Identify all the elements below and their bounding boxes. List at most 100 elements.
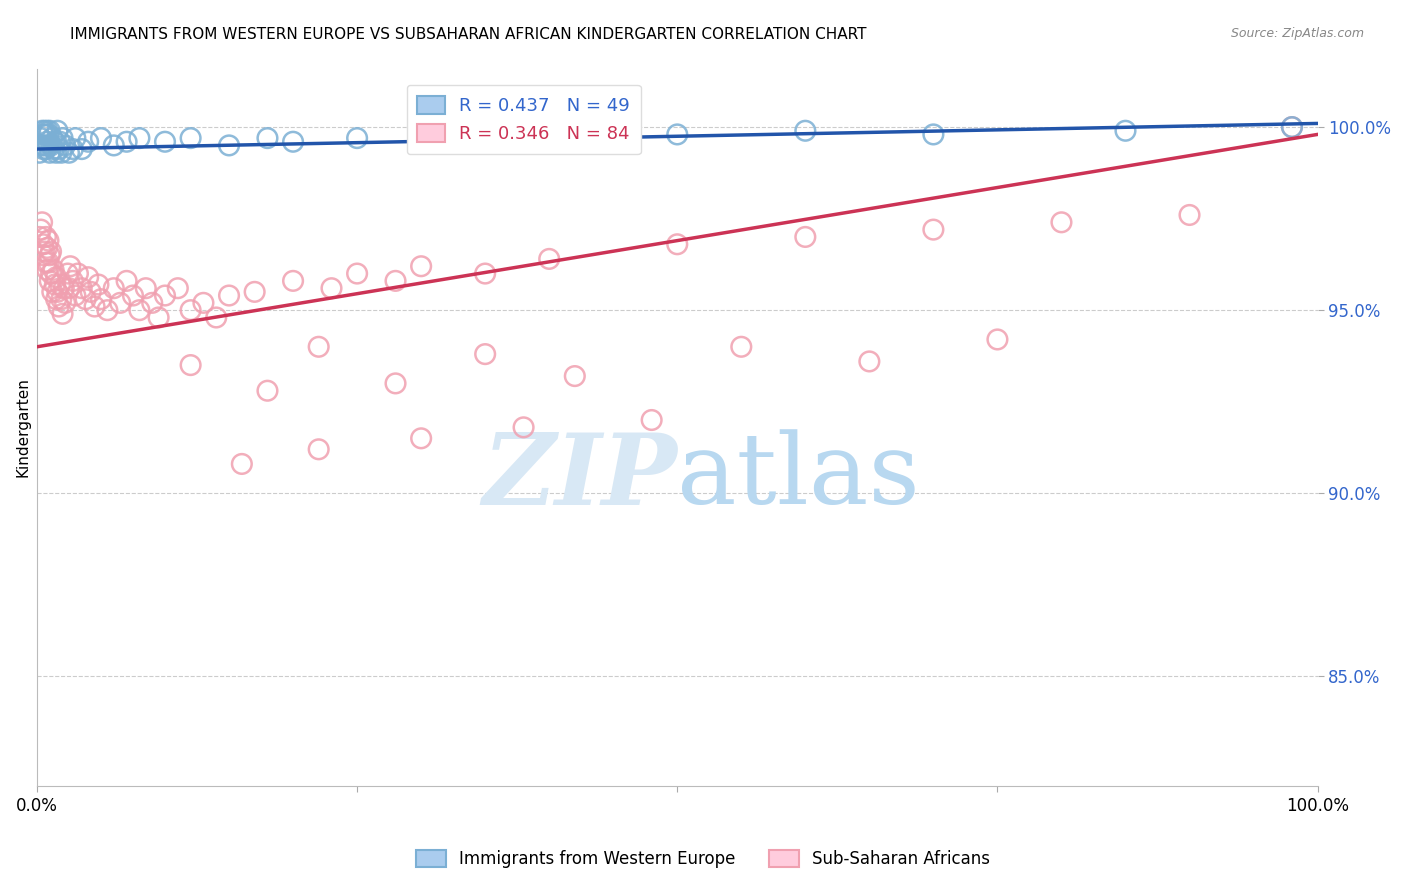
Point [308,442,330,457]
Point [45,292,67,306]
Point [180,303,202,318]
Point [1281,120,1303,134]
Point [666,128,689,142]
Text: atlas: atlas [678,430,920,525]
Point [46,124,69,138]
Point [51,131,73,145]
Point [44,277,66,292]
Point [90,131,112,145]
Point [148,310,170,325]
Point [308,340,330,354]
Point [37,255,59,269]
Point [96,303,118,318]
Text: IMMIGRANTS FROM WESTERN EUROPE VS SUBSAHARAN AFRICAN KINDERGARTEN CORRELATION CH: IMMIGRANTS FROM WESTERN EUROPE VS SUBSAH… [70,27,868,42]
Point [34,124,56,138]
Point [122,288,145,302]
Point [32,142,55,156]
Point [153,135,176,149]
Point [640,413,662,427]
Point [49,277,72,292]
Point [512,420,534,434]
Point [794,124,817,138]
Text: ZIP: ZIP [482,429,678,525]
Point [180,131,202,145]
Point [51,307,73,321]
Point [58,281,80,295]
Point [80,285,103,299]
Point [1114,124,1136,138]
Point [218,288,240,302]
Point [87,277,110,292]
Point [37,263,59,277]
Point [231,457,253,471]
Point [56,267,79,281]
Point [37,135,59,149]
Point [166,281,188,295]
Point [346,131,368,145]
Point [59,259,82,273]
Point [538,252,561,266]
Point [48,142,70,156]
Point [37,241,59,255]
Point [35,255,58,269]
Point [321,281,343,295]
Point [35,128,58,142]
Point [205,310,228,325]
Point [51,292,73,306]
Point [794,230,817,244]
Point [103,281,125,295]
Point [35,230,58,244]
Point [42,263,65,277]
Point [46,285,69,299]
Point [58,145,80,160]
Point [39,138,62,153]
Point [65,288,87,302]
Legend: Immigrants from Western Europe, Sub-Saharan Africans: Immigrants from Western Europe, Sub-Saha… [409,843,997,875]
Point [384,376,406,391]
Y-axis label: Kindergarten: Kindergarten [15,377,30,477]
Point [38,274,60,288]
Point [37,124,59,138]
Point [32,237,55,252]
Point [49,135,72,149]
Point [37,138,59,153]
Point [38,145,60,160]
Point [1281,120,1303,134]
Point [564,369,586,384]
Point [45,145,67,160]
Point [474,267,496,281]
Point [52,281,75,295]
Point [90,292,112,306]
Point [83,300,105,314]
Point [48,300,70,314]
Point [34,138,56,153]
Point [180,358,202,372]
Point [115,274,138,288]
Point [62,142,84,156]
Point [41,131,63,145]
Point [103,138,125,153]
Point [730,340,752,354]
Point [986,333,1008,347]
Point [28,145,51,160]
Point [35,142,58,156]
Point [51,145,73,160]
Point [77,270,100,285]
Text: Source: ZipAtlas.com: Source: ZipAtlas.com [1230,27,1364,40]
Point [256,384,278,398]
Point [31,124,53,138]
Point [31,138,53,153]
Point [41,285,63,299]
Point [256,131,278,145]
Point [44,135,66,149]
Point [218,138,240,153]
Point [193,296,215,310]
Point [411,431,433,445]
Point [411,259,433,273]
Point [34,244,56,259]
Point [32,128,55,142]
Point [1178,208,1201,222]
Point [39,267,62,281]
Point [1050,215,1073,229]
Point [38,124,60,138]
